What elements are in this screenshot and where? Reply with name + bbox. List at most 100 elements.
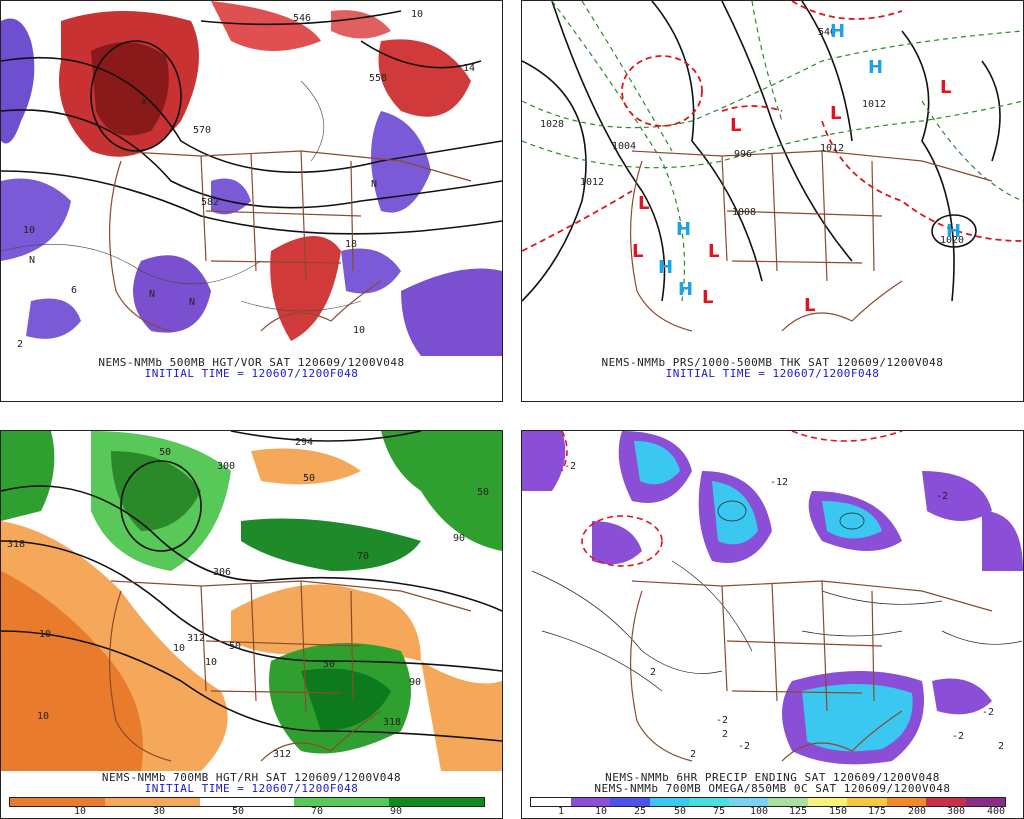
colorbar-swatch	[807, 798, 847, 806]
colorbar-tick: 50	[231, 806, 245, 817]
colorbar-tick: 10	[594, 806, 608, 817]
contour-label: 14	[463, 63, 476, 74]
omega-label: -2	[738, 741, 751, 752]
isobar-label: 1028	[540, 119, 565, 130]
colorbar-tick: 1	[557, 806, 565, 817]
omega-label: 2	[690, 749, 697, 760]
omega-label: 2	[998, 741, 1005, 752]
colorbar-swatch	[10, 798, 105, 806]
contour-label: 318	[383, 717, 402, 728]
colorbar-swatch	[570, 798, 610, 806]
panel-subtitle: NEMS-NMMb 700MB OMEGA/850MB 0C SAT 12060…	[594, 782, 951, 795]
high-pressure-symbol: H	[658, 257, 674, 278]
vort-max-label: N	[189, 297, 196, 308]
low-pressure-symbol: L	[730, 115, 742, 136]
rh-label: 50	[323, 659, 336, 670]
rh-label: 10	[37, 711, 50, 722]
rh-label: 90	[453, 533, 466, 544]
contour-label: 10	[23, 225, 36, 236]
contour-label: 312	[273, 749, 292, 760]
colorbar-tick: 50	[673, 806, 687, 817]
isobar-label: 996	[734, 149, 753, 160]
isobar-label: 1012	[862, 99, 887, 110]
initial-time: INITIAL TIME = 120607/1200F048	[144, 367, 359, 380]
contour-label: 570	[193, 125, 212, 136]
contour-label: 18	[345, 239, 358, 250]
contour-label: 312	[187, 633, 206, 644]
vort-max-label: N	[371, 179, 378, 190]
colorbar-tick: 75	[712, 806, 726, 817]
rh-label: 50	[477, 487, 490, 498]
contour-label: 318	[7, 539, 26, 550]
colorbar-tick: 25	[633, 806, 647, 817]
vort-max-label: N	[149, 289, 156, 300]
contour-label: 6	[71, 285, 78, 296]
colorbar-swatch	[886, 798, 926, 806]
colorbar-swatch	[199, 798, 295, 806]
high-pressure-symbol: H	[946, 221, 962, 242]
omega-label: 2	[722, 729, 729, 740]
rh-label: 10	[205, 657, 218, 668]
initial-time: INITIAL TIME = 120607/1200F048	[665, 367, 880, 380]
contour-label: 2	[17, 339, 24, 350]
isobar-label: 1004	[612, 141, 637, 152]
rh-label: 10	[173, 643, 186, 654]
high-pressure-symbol: H	[676, 219, 692, 240]
colorbar-swatch	[926, 798, 966, 806]
colorbar-swatch	[728, 798, 768, 806]
isobar-label: 1020	[940, 235, 965, 246]
contour-label: 10	[411, 9, 424, 20]
colorbar-tick: 90	[389, 806, 403, 817]
contour-label: 306	[213, 567, 232, 578]
colorbar-tick: 30	[152, 806, 166, 817]
isobar-label: 1012	[580, 177, 605, 188]
colorbar-swatch	[610, 798, 650, 806]
colorbar-tick: 125	[788, 806, 808, 817]
contour-label: 582	[201, 197, 220, 208]
map-500mb-vorticity	[1, 1, 502, 356]
panel-title: NEMS-NMMb PRS/1000-500MB THK SAT 120609/…	[601, 356, 944, 369]
rh-label: 50	[229, 641, 242, 652]
high-pressure-symbol: H	[830, 21, 846, 42]
colorbar	[530, 797, 1006, 807]
colorbar-swatch	[689, 798, 729, 806]
colorbar-tick: 10	[73, 806, 87, 817]
omega-label: -2	[716, 715, 729, 726]
omega-label: -2	[952, 731, 965, 742]
colorbar-tick: 400	[986, 806, 1006, 817]
panel-500mb-hgt-vor: 546 558 570 582 10 10 10 N N N N X 14 18…	[0, 0, 503, 402]
colorbar-swatch	[294, 798, 390, 806]
contour-label: 558	[369, 73, 388, 84]
map-precip-omega	[522, 431, 1023, 771]
colorbar-swatch	[389, 798, 484, 806]
panel-title: NEMS-NMMb 6HR PRECIP ENDING SAT 120609/1…	[605, 771, 940, 784]
panel-700mb-hgt-rh: 294 300 306 312 318 318 312 10 10 10 50 …	[0, 430, 503, 819]
vort-max-label: N	[29, 255, 36, 266]
omega-label: -2	[936, 491, 949, 502]
omega-label: -2	[982, 707, 995, 718]
rh-label: 90	[409, 677, 422, 688]
contour-label: 10	[353, 325, 366, 336]
colorbar	[9, 797, 485, 807]
colorbar-swatch	[965, 798, 1005, 806]
colorbar-swatch	[649, 798, 689, 806]
low-pressure-symbol: L	[632, 241, 644, 262]
colorbar-swatch	[847, 798, 887, 806]
isobar-label: 1012	[820, 143, 845, 154]
vort-max-label: X	[141, 97, 148, 108]
contour-label: 294	[295, 437, 314, 448]
rh-label: 10	[39, 629, 52, 640]
thickness-label: 540	[818, 27, 837, 38]
colorbar-tick: 300	[946, 806, 966, 817]
low-pressure-symbol: L	[804, 295, 816, 316]
colorbar-tick: 200	[907, 806, 927, 817]
colorbar-swatch	[531, 798, 571, 806]
omega-label: -12	[770, 477, 789, 488]
contour-label: 546	[293, 13, 312, 24]
panel-title: NEMS-NMMb 500MB HGT/VOR SAT 120609/1200V…	[98, 356, 405, 369]
colorbar-swatch	[104, 798, 200, 806]
colorbar-tick: 150	[828, 806, 848, 817]
high-pressure-symbol: H	[868, 57, 884, 78]
rh-label: 50	[303, 473, 316, 484]
low-pressure-symbol: L	[708, 241, 720, 262]
